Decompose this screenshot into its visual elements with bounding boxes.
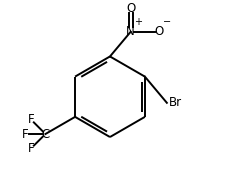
Text: +: + xyxy=(134,17,142,27)
Text: N: N xyxy=(126,25,134,38)
Text: Br: Br xyxy=(168,96,182,109)
Text: C: C xyxy=(41,127,49,140)
Text: F: F xyxy=(28,142,34,155)
Text: O: O xyxy=(126,2,135,15)
Text: O: O xyxy=(154,25,163,38)
Text: F: F xyxy=(22,127,28,140)
Text: −: − xyxy=(162,17,170,27)
Text: F: F xyxy=(28,113,34,126)
